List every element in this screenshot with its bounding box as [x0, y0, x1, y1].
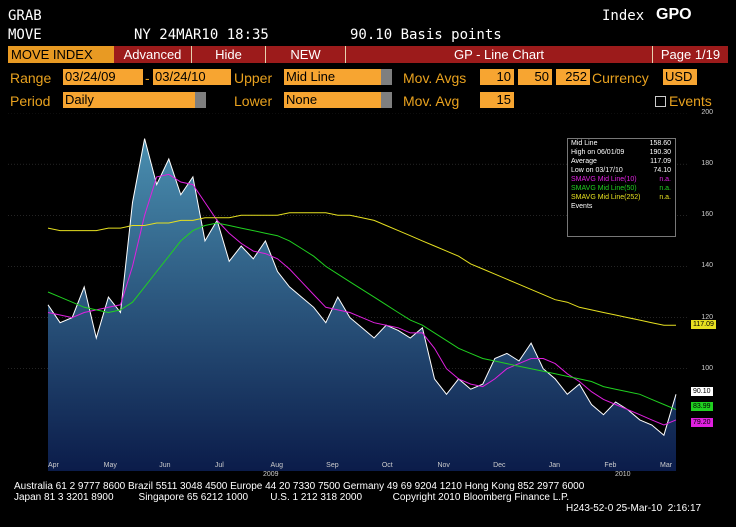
range-start-field[interactable]: 03/24/09 — [63, 69, 143, 85]
footer-timestamp: H243-52-0 25-Mar-10 2:16:17 — [566, 503, 702, 514]
x-tick-label: Feb — [604, 462, 617, 469]
y-tick-label: 140 — [701, 262, 713, 270]
legend-value: n.a. — [659, 176, 671, 183]
legend-value: n.a. — [659, 194, 671, 201]
legend-value: 190.30 — [649, 149, 671, 156]
x-tick-label: Oct — [381, 462, 393, 469]
movavg-lower-label: Mov. Avg — [403, 93, 460, 109]
y-axis: 200 180 160 140 120 100 — [689, 109, 719, 471]
footer-contacts-2: Japan 81 3 3201 8900 Singapore 65 6212 1… — [14, 492, 570, 503]
x-tick-label: Jul — [214, 462, 224, 469]
y-tick-label: 100 — [701, 364, 713, 372]
range-label: Range — [10, 70, 52, 86]
legend-label: High on 06/01/09 — [571, 149, 625, 156]
movavg-252-field[interactable]: 252 — [556, 69, 590, 85]
lower-field[interactable]: None — [284, 92, 392, 108]
lower-value: None — [286, 92, 318, 107]
tab-hide[interactable]: Hide — [192, 46, 266, 63]
datetime-label: NY 24MAR10 18:35 — [134, 27, 269, 43]
mid-line-area — [48, 138, 676, 471]
legend-row: High on 06/01/09 190.30 — [568, 148, 675, 157]
legend-label: SMAVG Mid Line(10) — [571, 176, 637, 183]
legend-value: 158.60 — [649, 140, 671, 147]
legend-label: Mid Line — [571, 140, 598, 147]
ticker-label: MOVE — [8, 27, 42, 43]
value-label: 90.10 Basis points — [350, 27, 502, 43]
legend-value: 74.10 — [653, 167, 671, 174]
chart-title: GP - Line Chart — [453, 47, 545, 62]
footer-contacts-1: Australia 61 2 9777 8600 Brazil 5511 304… — [14, 481, 585, 492]
period-value: Daily — [65, 92, 94, 107]
upper-label: Upper — [234, 70, 273, 86]
y-tick-label: 180 — [701, 160, 713, 168]
y-tick-label: 160 — [701, 211, 713, 219]
tab-new[interactable]: NEW — [266, 46, 346, 63]
x-tick-label: Aug — [270, 462, 283, 469]
x-tick-label: Nov — [437, 462, 450, 469]
y-tick-label: 200 — [701, 109, 713, 116]
movavg-10-field[interactable]: 10 — [480, 69, 514, 85]
legend-row: SMAVG Mid Line(50) n.a. — [568, 184, 675, 193]
events-label: Events — [669, 93, 712, 109]
legend-label: SMAVG Mid Line(252) — [571, 194, 641, 201]
tab-advanced[interactable]: Advanced — [114, 46, 192, 63]
legend-row: Mid Line 158.60 — [568, 139, 675, 148]
legend-label: Low on 03/17/10 — [571, 167, 623, 174]
legend-label: SMAVG Mid Line(50) — [571, 185, 637, 192]
upper-value: Mid Line — [286, 69, 336, 84]
legend-label: Average — [571, 158, 597, 165]
legend-row: SMAVG Mid Line(252) n.a. — [568, 193, 675, 202]
currency-label: Currency — [592, 70, 649, 86]
upper-field[interactable]: Mid Line — [284, 69, 392, 85]
x-year-label: 2009 — [263, 471, 279, 478]
lower-label: Lower — [234, 93, 273, 109]
x-tick-label: May — [103, 462, 117, 469]
currency-field[interactable]: USD — [663, 69, 697, 85]
x-tick-label: Sep — [326, 462, 339, 469]
sma252-tag: 117.09 — [691, 320, 716, 329]
page-indicator[interactable]: Page 1/19 — [652, 46, 728, 63]
range-end-field[interactable]: 03/24/10 — [153, 69, 231, 85]
tab-move-index[interactable]: MOVE INDEX — [8, 46, 114, 63]
x-tick-label: Apr — [48, 462, 59, 469]
x-tick-label: Jun — [159, 462, 171, 469]
x-year-label: 2010 — [615, 471, 631, 478]
range-separator: - — [145, 70, 150, 86]
function-code: GPO — [656, 6, 692, 23]
movavg-lower-field[interactable]: 15 — [480, 92, 514, 108]
dropdown-handle-icon — [381, 69, 392, 85]
chart-legend: Mid Line 158.60 High on 06/01/09 190.30 Aver… — [567, 138, 676, 237]
index-label: Index — [602, 8, 645, 24]
legend-row: Low on 03/17/10 74.10 — [568, 166, 675, 175]
x-tick-label: Jan — [548, 462, 561, 469]
x-tick-label: Mar — [660, 462, 673, 469]
sma10-tag: 79.20 — [691, 418, 713, 427]
events-checkbox[interactable] — [655, 96, 666, 107]
period-field[interactable]: Daily — [63, 92, 206, 108]
command-label: GRAB — [8, 8, 42, 24]
sma50-tag: 83.99 — [691, 402, 713, 411]
last-value-tag: 90.10 — [691, 387, 713, 396]
x-tick-label: Dec — [493, 462, 506, 469]
movavgs-label: Mov. Avgs — [403, 70, 467, 86]
movavg-50-field[interactable]: 50 — [518, 69, 552, 85]
legend-label: Events — [571, 203, 593, 210]
legend-row: SMAVG Mid Line(10) n.a. — [568, 175, 675, 184]
tab-bar — [8, 46, 728, 63]
legend-value: n.a. — [659, 185, 671, 192]
dropdown-handle-icon — [195, 92, 206, 108]
legend-value: 117.09 — [650, 158, 671, 165]
dropdown-handle-icon — [381, 92, 392, 108]
period-label: Period — [10, 93, 51, 109]
legend-row: Events — [568, 202, 675, 211]
y-tick-label: 120 — [701, 313, 713, 321]
legend-row: Average 117.09 — [568, 157, 675, 166]
